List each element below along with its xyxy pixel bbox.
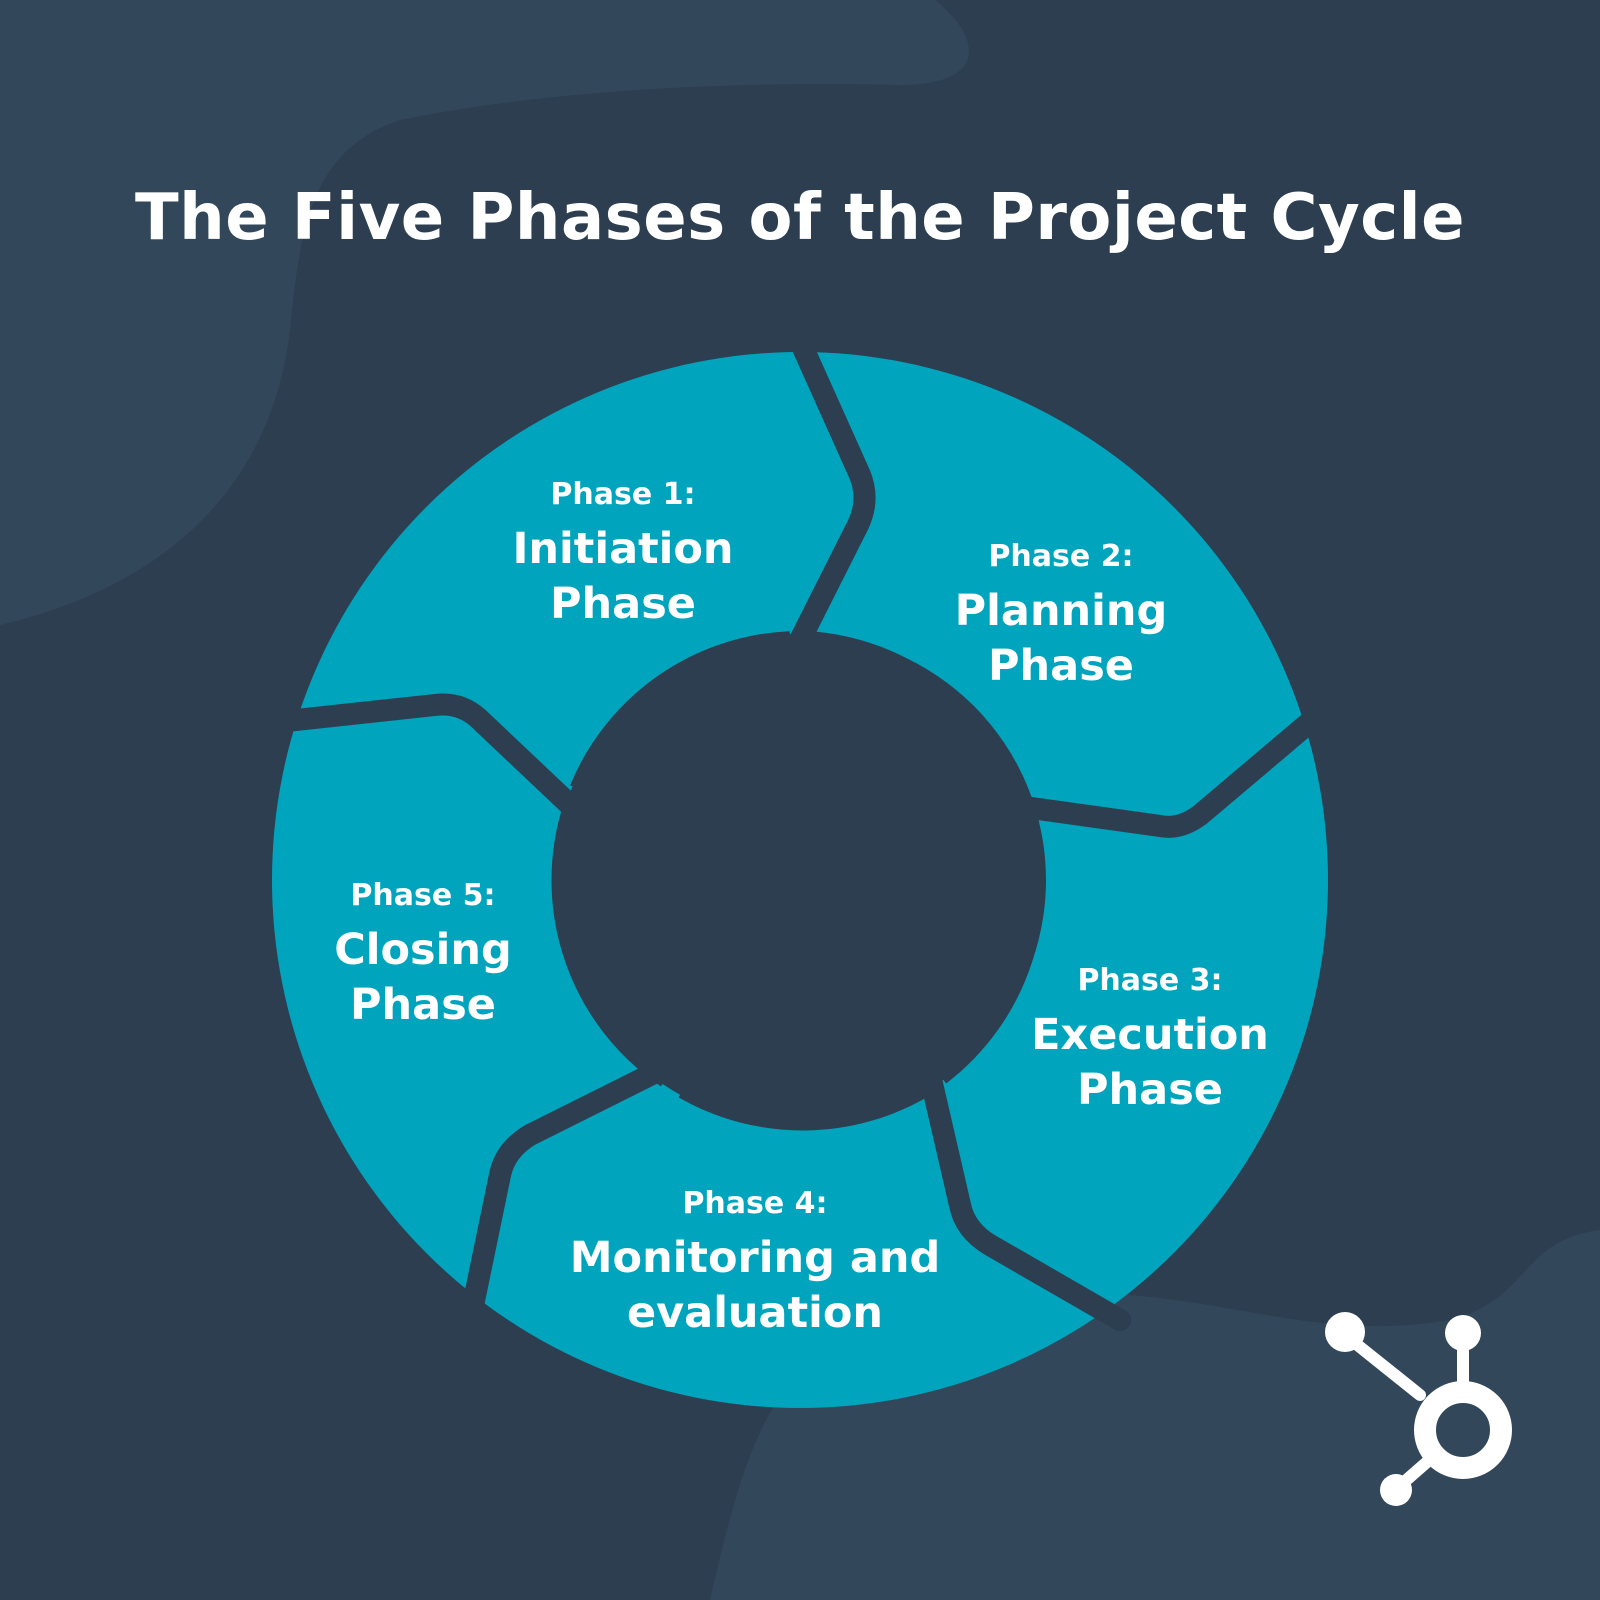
background-blob-top-left [0,0,969,625]
inner-ring-arc-5 [551,803,674,1087]
logo-node-top [1445,1315,1481,1351]
phase-5-label: Phase 5: Closing Phase [253,877,593,1033]
inner-ring-arc-3 [932,808,1045,1084]
phase-4-name-line2: evaluation [626,1288,884,1338]
separator-phase1-phase2 [779,319,876,671]
segment-separators [239,319,1341,1331]
phase-1-label: Phase 1: Initiation Phase [453,476,793,632]
phase-4-name-line1: Monitoring and [569,1233,941,1283]
phase-2-number: Phase 2: [988,539,1134,574]
separator-phase2-phase3 [999,694,1341,838]
phase-1-number: Phase 1: [550,477,696,512]
hubspot-sprocket-icon [1325,1312,1512,1506]
inner-ring-arc-1 [570,631,791,794]
phase-2-label: Phase 2: Planning Phase [891,538,1231,694]
phase-3-name-line1: Execution [1031,1010,1269,1060]
logo-hub-ring [1414,1381,1512,1479]
separator-phase3-phase4 [919,1064,1131,1331]
phase-4-label: Phase 4: Monitoring and evaluation [555,1185,955,1341]
phase-2-name-line2: Phase [988,641,1134,691]
phase-5-number: Phase 5: [350,878,496,913]
separator-phase5-phase1 [239,693,581,816]
page-title: The Five Phases of the Project Cycle [135,181,1465,255]
phase-5-name-line2: Phase [350,980,496,1030]
phase-1-name-line1: Initiation [512,524,734,574]
phase-2-name-line1: Planning [954,586,1168,636]
phase-4-number: Phase 4: [682,1186,828,1221]
phase-3-name-line2: Phase [1077,1065,1223,1115]
phase-5-name-line1: Closing [334,925,512,975]
phase-1-name-line2: Phase [550,579,696,629]
inner-ring [551,631,1045,1131]
phase-3-label: Phase 3: Execution Phase [980,962,1320,1118]
separator-phase4-phase5 [459,1059,671,1331]
logo-node-left [1325,1312,1365,1352]
inner-ring-arc-4 [678,1075,932,1131]
inner-ring-arc-2 [808,631,1025,798]
phase-3-number: Phase 3: [1077,963,1223,998]
logo-node-bottom [1380,1474,1412,1506]
